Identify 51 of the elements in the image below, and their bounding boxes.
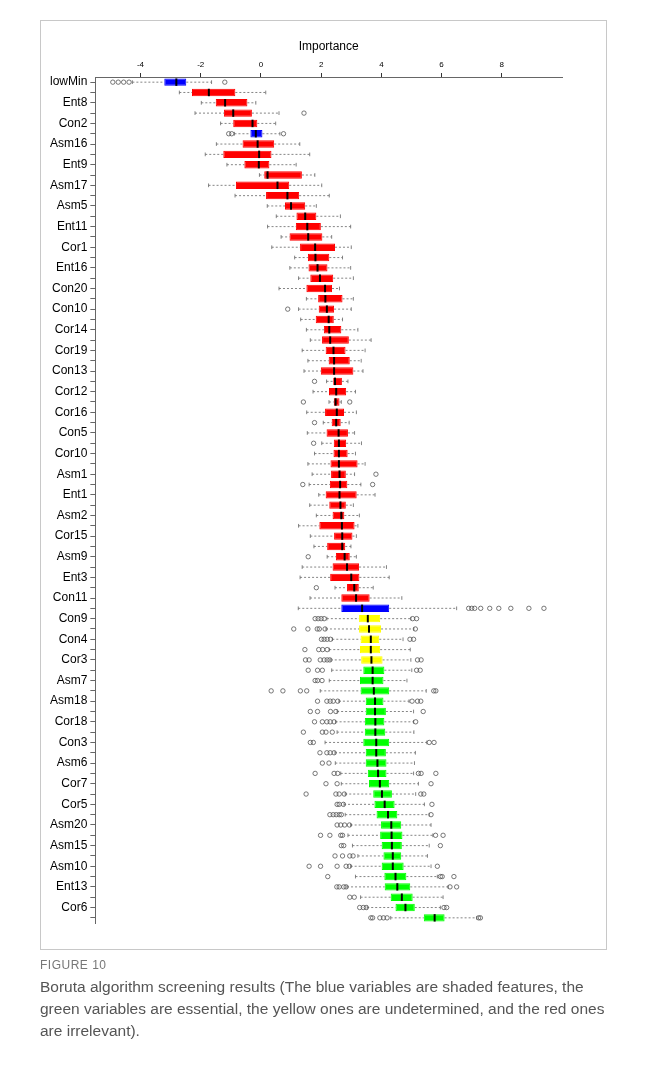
y-tick-label: Con2 xyxy=(58,115,88,130)
y-tick-label: Cor5 xyxy=(61,796,88,811)
y-tick-label: Con9 xyxy=(58,610,88,625)
y-tick-label: Asm7 xyxy=(56,672,88,687)
y-tick-label: Ent8 xyxy=(62,95,88,110)
x-tick-label: 2 xyxy=(318,60,324,70)
y-tick-label: Cor18 xyxy=(54,714,88,729)
y-tick-label: Cor14 xyxy=(54,322,88,337)
y-tick-label: Ent1 xyxy=(62,487,88,502)
y-tick-label: Cor3 xyxy=(61,652,88,667)
y-tick-label: Ent13 xyxy=(55,879,88,894)
y-tick-label: Cor1 xyxy=(61,239,88,254)
y-tick-label: Asm10 xyxy=(49,858,88,873)
y-tick-label: Asm5 xyxy=(56,198,88,213)
y-tick-label: Asm1 xyxy=(56,466,88,481)
y-tick-label: Ent3 xyxy=(62,569,88,584)
y-tick-label: Cor16 xyxy=(54,404,88,419)
x-axis-title: Importance xyxy=(298,38,360,53)
y-tick-label: Asm9 xyxy=(56,549,88,564)
y-tick-label: Con11 xyxy=(52,590,88,605)
x-tick-label: -4 xyxy=(136,60,145,70)
y-tick-label: Asm6 xyxy=(56,755,88,770)
y-tick-label: Asm20 xyxy=(49,817,88,832)
y-tick-label: Cor7 xyxy=(61,776,88,791)
caption: FIGURE 10 xyxy=(40,958,108,972)
y-tick-label: Con3 xyxy=(58,734,88,749)
y-tick-label: Cor12 xyxy=(54,383,88,398)
y-tick-label: Asm18 xyxy=(49,693,88,708)
x-tick-label: 6 xyxy=(439,60,445,70)
x-tick-label: 0 xyxy=(258,60,264,70)
y-tick-label: lowMin xyxy=(50,74,88,89)
y-tick-label: Asm16 xyxy=(49,136,88,151)
y-tick-label: Cor19 xyxy=(54,342,88,357)
x-tick-label: -2 xyxy=(197,60,205,70)
y-tick-label: Con5 xyxy=(58,425,88,440)
x-tick-label: 4 xyxy=(379,60,385,70)
y-tick-label: Con10 xyxy=(51,301,88,316)
y-tick-label: Ent9 xyxy=(62,157,88,172)
y-tick-label: Con13 xyxy=(51,363,88,378)
y-tick-label: Ent11 xyxy=(56,218,88,233)
y-tick-label: Asm2 xyxy=(56,507,88,522)
y-tick-label: Cor10 xyxy=(54,445,88,460)
y-tick-label: Cor6 xyxy=(61,899,88,914)
text: Boruta algorithm screening results (The blue variables are shaded features, the green variables are essential, the yellow ones are undetermined, and the red ones are irrelevant). xyxy=(40,977,606,1041)
y-tick-label: Con4 xyxy=(58,631,88,646)
y-tick-label: Con20 xyxy=(51,280,88,295)
y-tick-label: Asm17 xyxy=(49,177,88,192)
y-tick-label: Cor15 xyxy=(54,528,88,543)
x-tick-label: 8 xyxy=(499,60,505,70)
y-tick-label: Asm15 xyxy=(49,837,88,852)
y-tick-label: Ent16 xyxy=(55,260,88,275)
